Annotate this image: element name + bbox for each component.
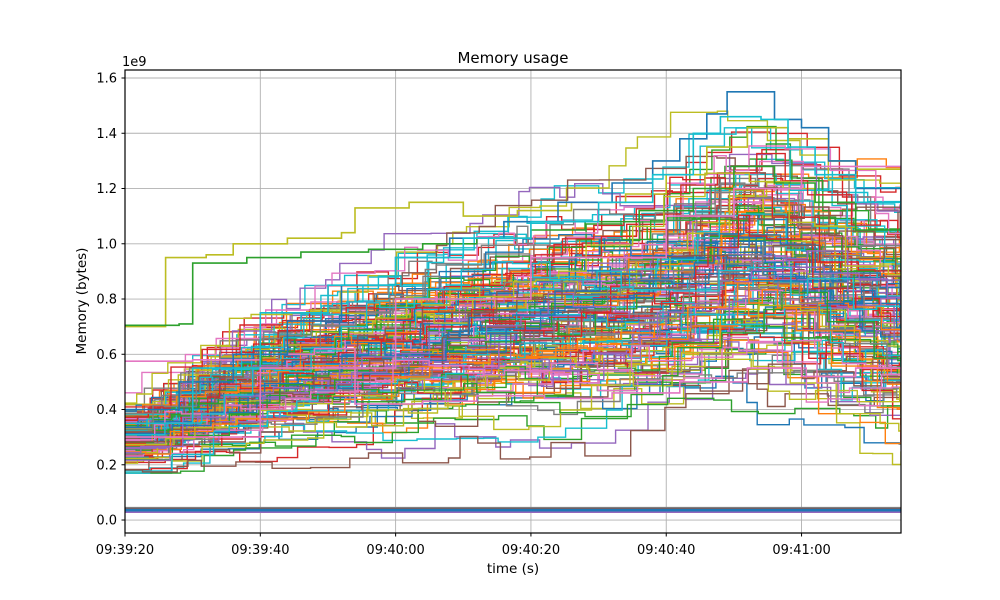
highlight-series-peak-blue bbox=[125, 91, 901, 411]
memory-series-line bbox=[125, 266, 901, 449]
memory-series-line bbox=[125, 172, 901, 404]
memory-series-line bbox=[125, 214, 901, 447]
x-tick-label: 09:41:00 bbox=[772, 543, 830, 558]
memory-series-line bbox=[125, 282, 901, 455]
memory-series-line bbox=[125, 212, 901, 444]
memory-series-line bbox=[125, 261, 901, 436]
y-tick-label: 0.6 bbox=[96, 348, 117, 363]
y-tick-label: 1.0 bbox=[96, 237, 117, 252]
y-tick-label: 1.2 bbox=[96, 182, 117, 197]
memory-series-line bbox=[125, 266, 901, 435]
memory-series-line bbox=[125, 110, 901, 405]
chart-title: Memory usage bbox=[457, 49, 568, 67]
highlight-series-peak-cyan bbox=[125, 115, 901, 425]
x-axis-label: time (s) bbox=[487, 561, 539, 577]
memory-series-line bbox=[125, 248, 901, 430]
y-tick-label: 0.0 bbox=[96, 514, 117, 529]
memory-series-line bbox=[125, 191, 901, 414]
x-tick-label: 09:40:00 bbox=[366, 543, 424, 558]
x-tick-label: 09:39:20 bbox=[96, 543, 154, 558]
memory-series-line bbox=[125, 342, 901, 441]
memory-series-line bbox=[125, 206, 901, 433]
memory-series-line bbox=[125, 234, 901, 428]
x-tick-label: 09:39:40 bbox=[231, 543, 289, 558]
memory-series-line bbox=[125, 244, 901, 443]
highlight-series-end-high-pink bbox=[125, 165, 901, 438]
memory-series-line bbox=[125, 279, 901, 415]
tick-marks bbox=[121, 77, 803, 537]
memory-series-line bbox=[125, 153, 901, 421]
memory-series-line bbox=[125, 357, 901, 446]
y-tick-label: 0.8 bbox=[96, 293, 117, 308]
memory-series-line bbox=[125, 289, 901, 452]
memory-series-line bbox=[125, 367, 901, 459]
y-tick-label: 1.6 bbox=[96, 72, 117, 87]
y-tick-label: 0.4 bbox=[96, 403, 117, 418]
memory-series-line bbox=[125, 397, 901, 474]
memory-series-line bbox=[125, 306, 901, 472]
series-lines bbox=[125, 91, 901, 514]
memory-series-line bbox=[125, 254, 901, 430]
memory-series-line bbox=[125, 305, 901, 444]
memory-series-line bbox=[125, 363, 901, 473]
y-tick-label: 0.2 bbox=[96, 458, 117, 473]
y-axis-label: Memory (bytes) bbox=[74, 248, 90, 355]
y-tick-label: 1.4 bbox=[96, 127, 117, 142]
tick-labels: 09:39:20 09:39:40 09:40:00 09:40:20 09:40:40… bbox=[96, 72, 831, 558]
memory-series-line bbox=[125, 307, 901, 446]
x-tick-label: 09:40:40 bbox=[637, 543, 695, 558]
x-tick-label: 09:40:20 bbox=[502, 543, 560, 558]
y-axis-offset-label: 1e9 bbox=[122, 55, 147, 70]
plot-border bbox=[124, 69, 902, 534]
memory-series-line bbox=[125, 250, 901, 454]
